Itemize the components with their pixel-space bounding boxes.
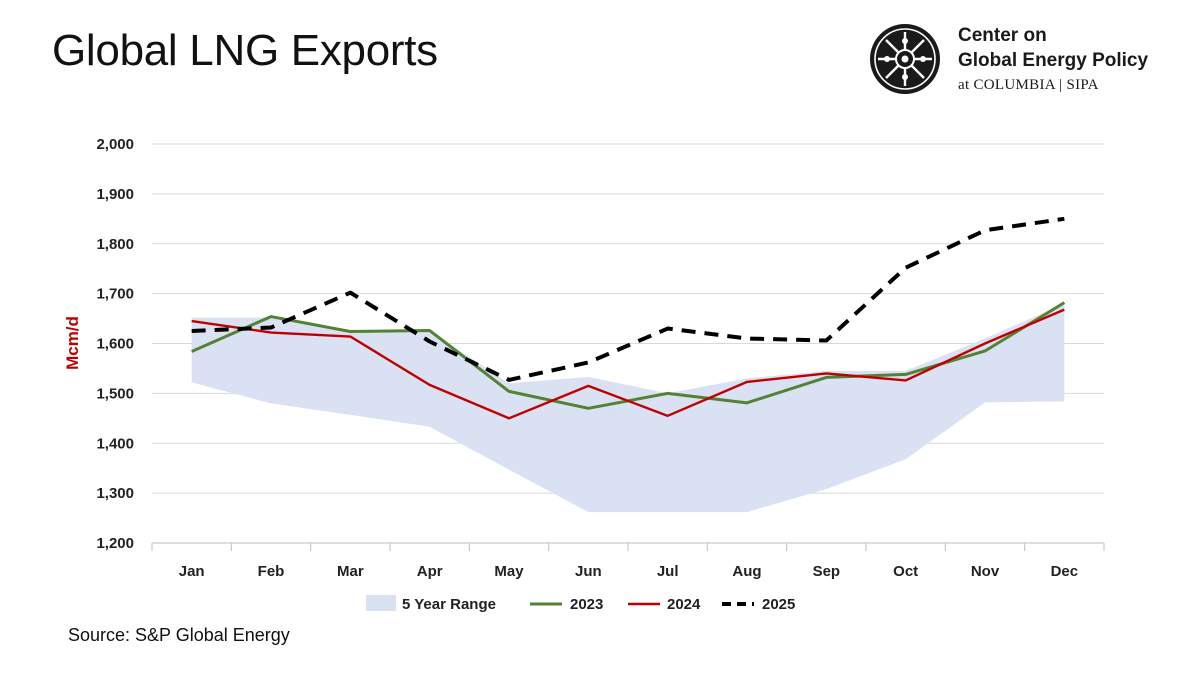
logo-text-line1: Center on xyxy=(958,25,1047,46)
x-tick-label: Apr xyxy=(417,563,443,580)
y-tick-label: 1,500 xyxy=(96,385,134,402)
x-tick-label: Jan xyxy=(179,563,205,580)
x-tick-label: Oct xyxy=(893,563,918,580)
y-tick-labels: 1,200 1,300 1,400 1,500 1,600 1,700 1,800 1,900… xyxy=(96,136,134,552)
x-tick-label: Feb xyxy=(258,563,285,580)
x-tick-marks xyxy=(151,543,1105,551)
y-tick-label: 1,900 xyxy=(96,186,134,203)
legend-label-range: 5 Year Range xyxy=(402,596,496,613)
source-note: Source: S&P Global Energy xyxy=(68,625,290,645)
legend-label-2025: 2025 xyxy=(762,596,795,613)
x-tick-label: May xyxy=(494,563,524,580)
logo-text-line3: at COLUMBIA | SIPA xyxy=(958,77,1099,93)
y-tick-label: 1,800 xyxy=(96,236,134,253)
cgep-seal-icon xyxy=(870,24,940,94)
y-tick-label: 2,000 xyxy=(96,136,134,153)
five-year-range-band xyxy=(191,303,1065,513)
x-tick-label: Sep xyxy=(813,563,841,580)
y-tick-label: 1,600 xyxy=(96,336,134,353)
x-tick-label: Jul xyxy=(657,563,679,580)
chart-title: Global LNG Exports xyxy=(52,26,438,75)
center-logo: Center on Global Energy Policy at COLUMB… xyxy=(868,20,1188,100)
x-tick-label: Dec xyxy=(1051,563,1079,580)
x-tick-label: Jun xyxy=(575,563,602,580)
x-tick-label: Mar xyxy=(337,563,364,580)
range-band-layer xyxy=(191,303,1065,513)
x-tick-label: Nov xyxy=(971,563,1000,580)
y-tick-label: 1,300 xyxy=(96,485,134,502)
legend-label-2024: 2024 xyxy=(667,596,701,613)
y-tick-label: 1,200 xyxy=(96,535,134,552)
y-tick-label: 1,700 xyxy=(96,286,134,303)
series-layer xyxy=(191,216,1066,420)
x-tick-labels: Jan Feb Mar Apr May Jun Jul Aug Sep Oct Nov Dec xyxy=(179,563,1078,580)
series-line-2025 xyxy=(191,216,1065,382)
series-line-2024 xyxy=(191,308,1065,420)
x-tick-label: Aug xyxy=(732,563,761,580)
y-tick-label: 1,400 xyxy=(96,435,134,452)
y-axis-label: Mcm/d xyxy=(63,316,82,370)
legend-label-2023: 2023 xyxy=(570,596,603,613)
logo-text-line2: Global Energy Policy xyxy=(958,50,1149,71)
legend-swatch-range xyxy=(366,595,396,611)
legend: 5 Year Range 2023 2024 2025 xyxy=(366,595,795,613)
